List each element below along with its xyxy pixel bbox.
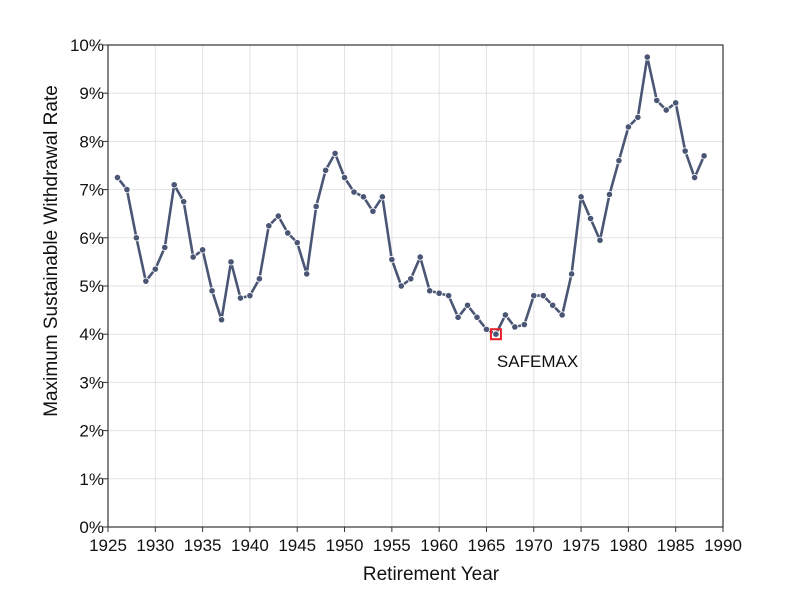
annotations: SAFEMAX xyxy=(489,328,578,371)
data-point xyxy=(151,265,159,273)
series-group xyxy=(113,53,708,338)
data-point xyxy=(274,212,282,220)
data-point xyxy=(454,313,462,321)
data-point xyxy=(691,173,699,182)
data-point xyxy=(700,152,708,160)
data-point xyxy=(568,270,576,278)
data-point xyxy=(653,96,661,105)
data-point xyxy=(482,325,491,333)
data-point xyxy=(577,193,585,201)
y-tick-label: 9% xyxy=(79,84,104,103)
data-point xyxy=(520,320,528,329)
data-point xyxy=(180,198,188,206)
y-tick-label: 4% xyxy=(79,325,104,344)
data-point xyxy=(123,186,131,194)
data-point xyxy=(359,193,368,201)
data-point xyxy=(549,301,557,309)
data-point xyxy=(407,275,415,283)
safemax-marker xyxy=(489,328,502,341)
data-point xyxy=(322,166,330,174)
x-tick-label: 1925 xyxy=(89,536,127,555)
y-tick-label: 10% xyxy=(70,36,104,55)
data-point xyxy=(246,292,254,300)
y-tick-label: 2% xyxy=(79,422,104,441)
x-tick-label: 1990 xyxy=(704,536,742,555)
y-axis: 0% 1% 2% 3% 4% 5% 6% 7% 8% 9% 10% xyxy=(70,36,108,537)
data-point xyxy=(161,243,169,252)
data-point xyxy=(378,193,386,201)
data-point xyxy=(511,323,519,331)
data-point xyxy=(643,53,651,61)
data-point xyxy=(605,190,614,199)
data-point xyxy=(435,289,443,297)
data-point xyxy=(265,222,273,230)
x-tick-label: 1965 xyxy=(468,536,506,555)
x-tick-label: 1955 xyxy=(373,536,411,555)
data-point xyxy=(501,311,509,319)
x-tick-label: 1975 xyxy=(562,536,600,555)
data-point xyxy=(113,173,122,182)
data-point xyxy=(445,292,453,300)
data-point xyxy=(340,173,349,182)
data-point xyxy=(208,287,216,295)
data-point xyxy=(255,275,263,283)
data-point xyxy=(284,229,292,237)
data-point xyxy=(170,181,178,189)
data-point xyxy=(397,282,405,290)
data-point xyxy=(463,301,472,309)
data-point xyxy=(558,311,566,319)
y-tick-label: 1% xyxy=(79,470,104,489)
x-tick-label: 1980 xyxy=(609,536,647,555)
data-point xyxy=(615,157,623,165)
data-point xyxy=(596,236,604,244)
data-point xyxy=(217,316,226,324)
x-tick-label: 1985 xyxy=(657,536,695,555)
data-point xyxy=(142,277,150,285)
data-point xyxy=(624,123,632,131)
y-tick-label: 8% xyxy=(79,132,104,151)
data-point xyxy=(681,147,689,155)
x-tick-label: 1935 xyxy=(184,536,222,555)
y-tick-label: 5% xyxy=(79,277,104,296)
data-point xyxy=(586,214,595,223)
data-point xyxy=(303,270,311,278)
data-point xyxy=(369,207,377,215)
data-point xyxy=(331,149,339,158)
data-point xyxy=(672,99,680,107)
x-tick-label: 1930 xyxy=(136,536,174,555)
data-point xyxy=(293,239,301,247)
data-point xyxy=(530,292,538,300)
data-point xyxy=(189,253,197,261)
data-point xyxy=(199,246,207,254)
x-axis: 1925 1930 1935 1940 1945 1950 1955 1960 1965 1970… xyxy=(89,527,742,555)
data-point xyxy=(634,113,642,121)
y-axis-title: Maximum Sustainable Withdrawal Rate xyxy=(41,85,62,417)
data-point xyxy=(132,234,140,242)
data-point xyxy=(473,313,481,321)
data-point xyxy=(416,253,424,261)
data-point xyxy=(492,330,500,338)
x-tick-label: 1960 xyxy=(420,536,458,555)
data-point xyxy=(388,255,396,264)
data-point xyxy=(426,287,434,295)
series-line xyxy=(116,55,706,336)
data-point xyxy=(662,106,670,114)
y-tick-label: 3% xyxy=(79,373,104,392)
data-point xyxy=(236,294,245,302)
data-point xyxy=(539,292,547,300)
data-point xyxy=(227,258,235,266)
x-tick-label: 1945 xyxy=(278,536,316,555)
x-tick-label: 1940 xyxy=(231,536,269,555)
data-point xyxy=(312,202,320,211)
x-tick-label: 1970 xyxy=(515,536,553,555)
y-tick-label: 7% xyxy=(79,181,104,200)
x-axis-title: Retirement Year xyxy=(363,564,500,585)
y-tick-label: 6% xyxy=(79,229,104,248)
y-tick-label: 0% xyxy=(79,518,104,537)
safemax-label: SAFEMAX xyxy=(497,352,578,371)
data-point xyxy=(350,188,358,196)
x-tick-label: 1950 xyxy=(326,536,364,555)
grid-lines xyxy=(107,44,724,528)
